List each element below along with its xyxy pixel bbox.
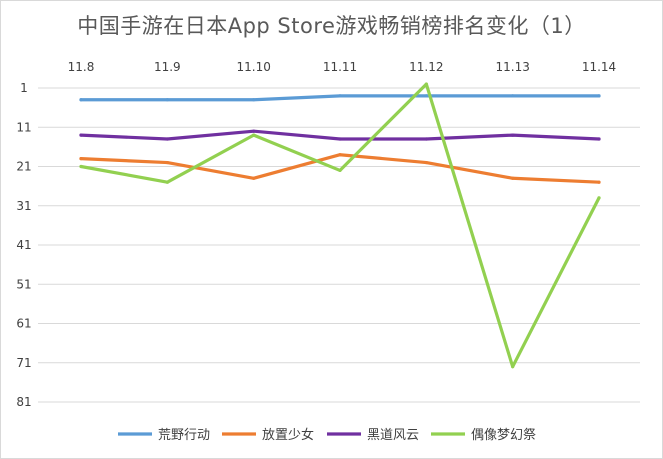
- data-point: [424, 160, 428, 165]
- data-point: [252, 98, 256, 102]
- data-point: [165, 180, 169, 184]
- x-tick-label: 11.12: [409, 60, 443, 74]
- data-point: [165, 137, 169, 141]
- legend-label: 荒野行动: [158, 428, 210, 443]
- data-point: [424, 137, 428, 141]
- data-point: [252, 133, 256, 137]
- series-line: [79, 82, 601, 369]
- x-tick-label: 11.10: [236, 60, 270, 74]
- data-point: [511, 176, 515, 180]
- y-tick-label: 41: [16, 238, 31, 252]
- data-point: [597, 180, 601, 184]
- x-tick-label: 11.8: [68, 60, 95, 74]
- data-point: [597, 94, 601, 98]
- data-point: [511, 94, 515, 98]
- x-tick-label: 11.13: [495, 60, 529, 74]
- data-point: [79, 98, 83, 102]
- y-tick-label: 1: [20, 81, 28, 95]
- y-tick-label: 31: [16, 199, 31, 213]
- x-tick-label: 11.14: [582, 60, 616, 74]
- data-point: [424, 82, 428, 86]
- y-tick-label: 21: [16, 160, 31, 174]
- legend-label: 放置少女: [262, 427, 314, 443]
- data-point: [252, 176, 256, 180]
- x-tick-label: 11.11: [323, 60, 357, 74]
- data-point: [79, 157, 83, 161]
- data-point: [597, 137, 601, 141]
- chart-title: 中国手游在日本App Store游戏畅销榜排名变化（1）: [77, 14, 586, 38]
- data-point: [79, 133, 83, 137]
- data-point: [338, 137, 342, 141]
- y-tick-label: 81: [16, 395, 31, 409]
- data-point: [338, 168, 342, 173]
- y-tick-label: 11: [16, 120, 31, 134]
- data-point: [511, 365, 515, 369]
- data-point: [338, 153, 342, 157]
- data-point: [165, 160, 169, 165]
- data-point: [597, 196, 601, 200]
- data-point: [252, 129, 256, 133]
- y-tick-label: 71: [16, 356, 31, 370]
- data-point: [79, 164, 83, 169]
- data-point: [165, 98, 169, 102]
- legend-label: 偶像梦幻祭: [471, 428, 536, 443]
- data-point: [338, 94, 342, 98]
- y-tick-label: 51: [16, 277, 31, 291]
- data-point: [511, 133, 515, 137]
- y-tick-label: 61: [16, 317, 31, 331]
- data-point: [424, 94, 428, 98]
- x-tick-label: 11.9: [154, 60, 181, 74]
- legend-label: 黑道风云: [367, 428, 419, 443]
